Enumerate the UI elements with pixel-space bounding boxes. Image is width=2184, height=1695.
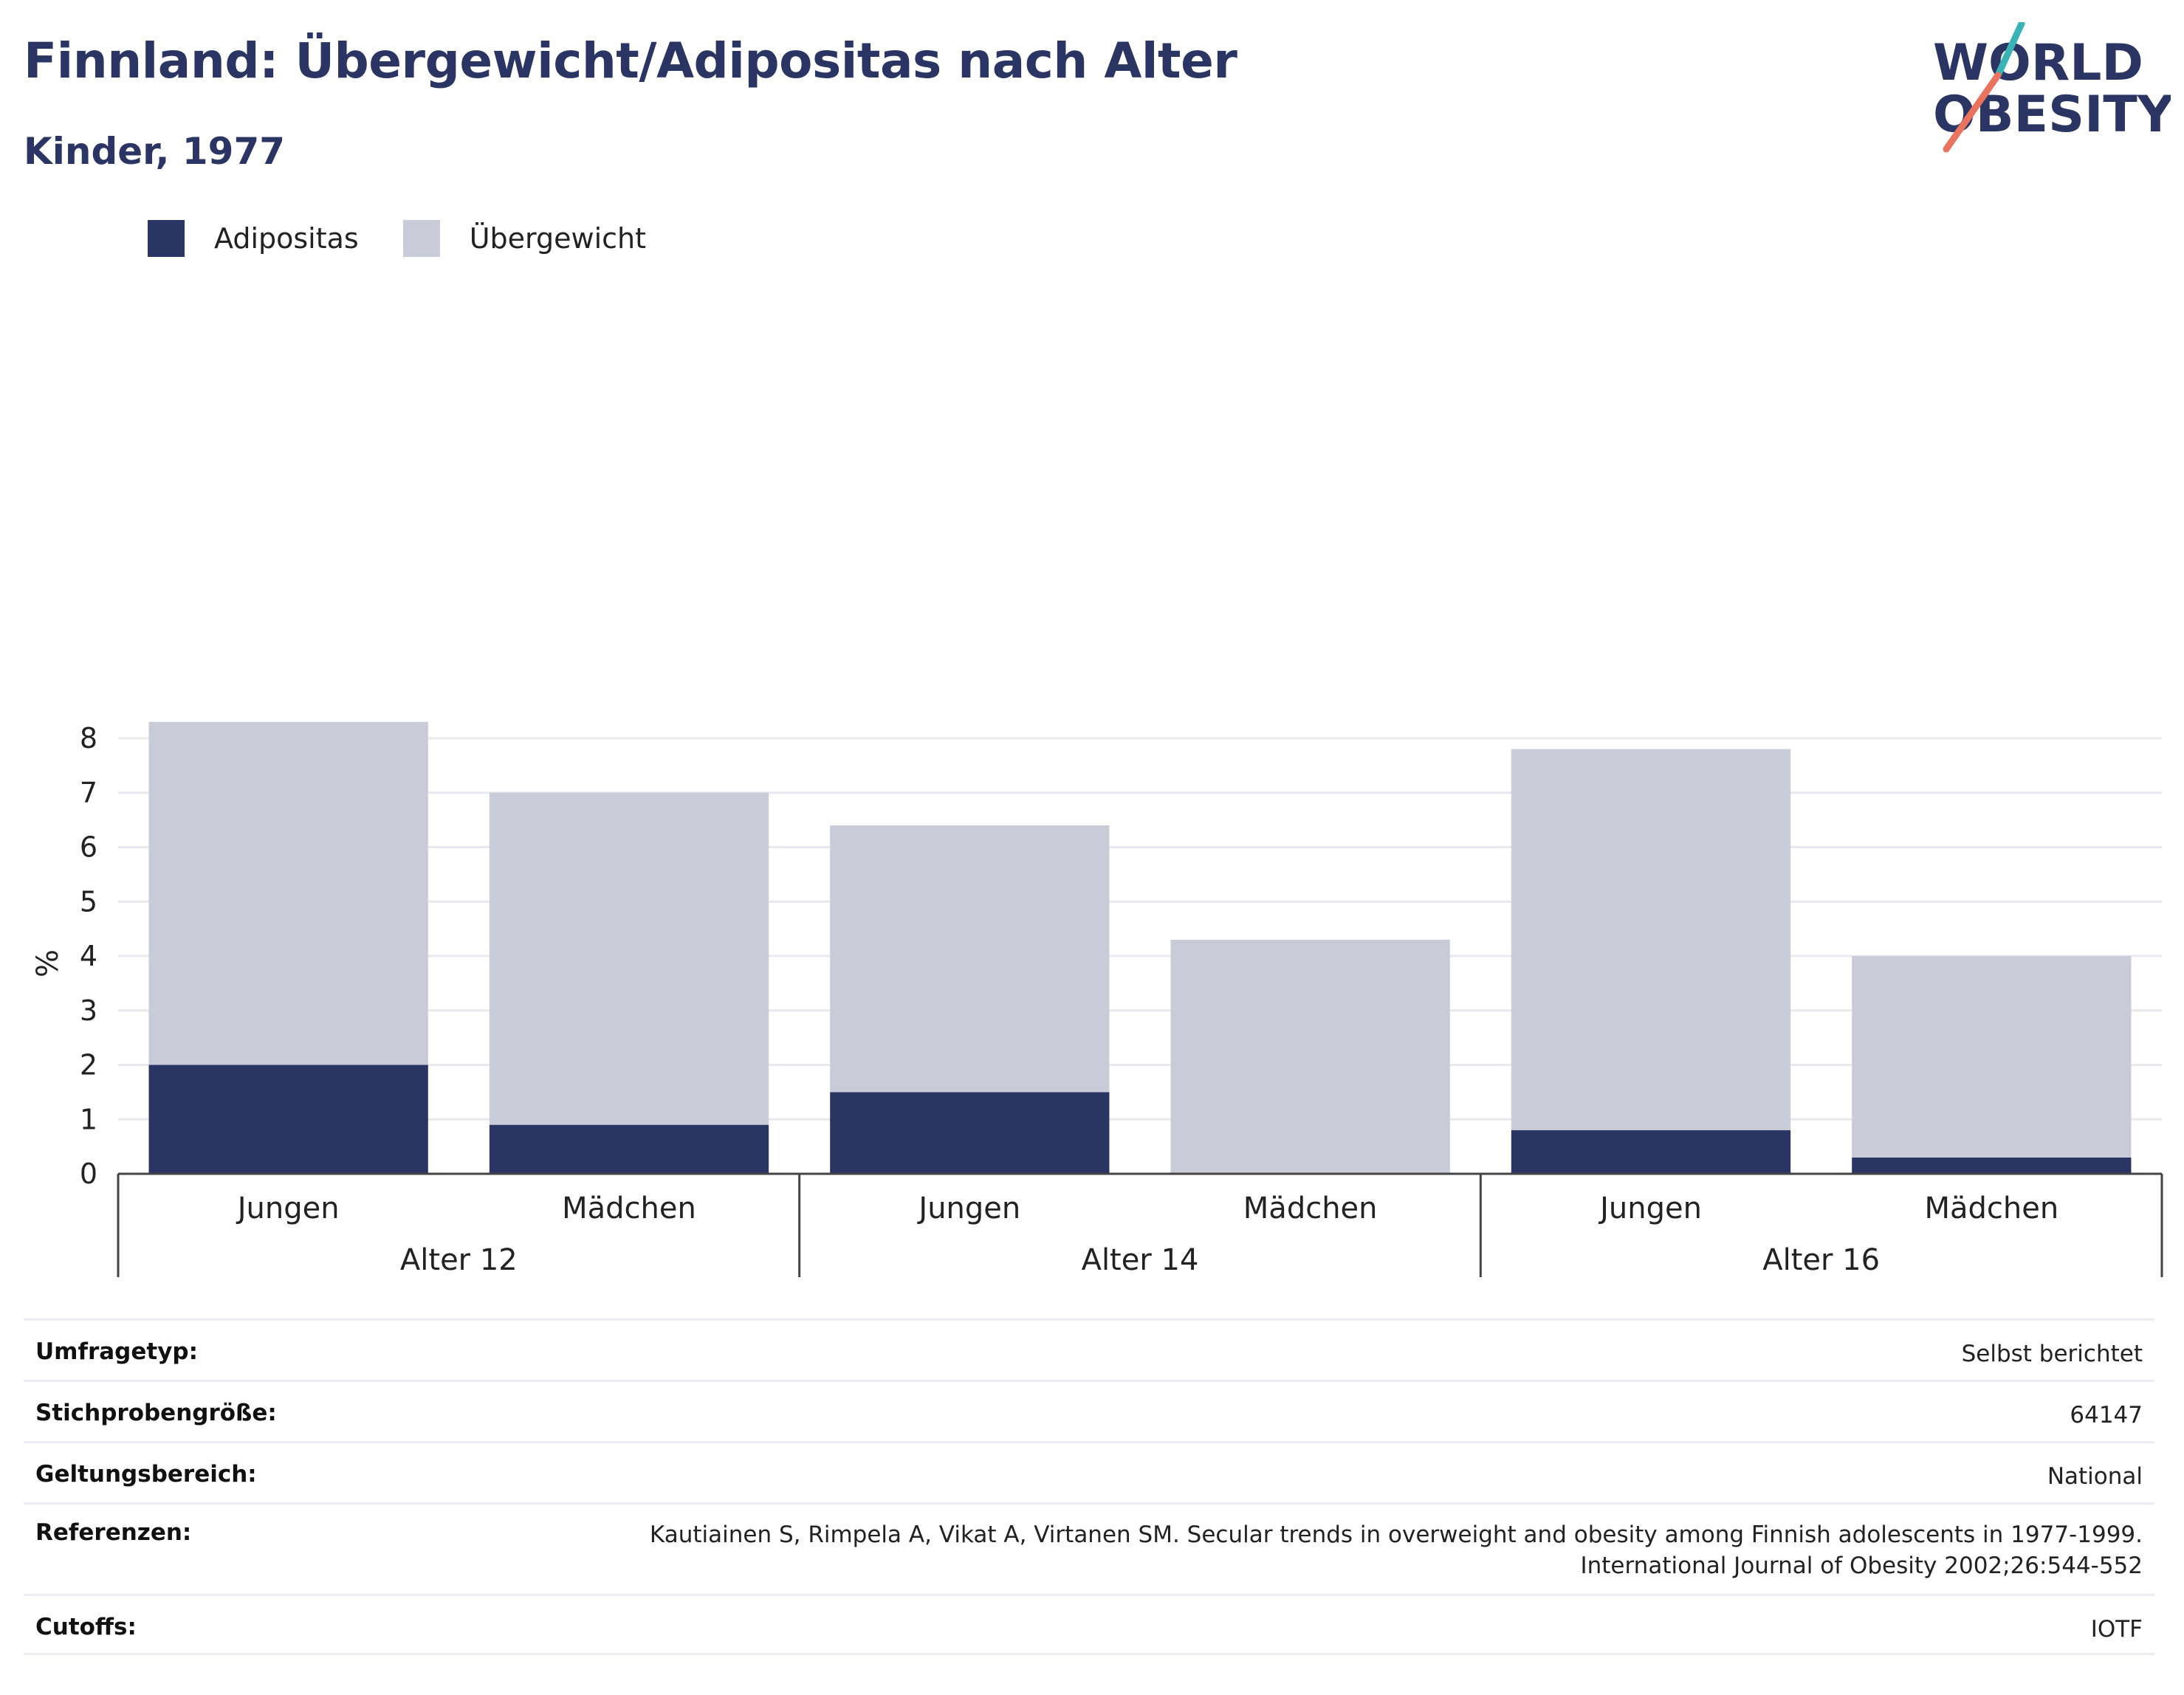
info-value: IOTF [2090, 1616, 2143, 1643]
chart-subtitle: Kinder, 1977 [24, 130, 286, 173]
y-tick-label: 4 [80, 940, 97, 972]
bar-uebergewicht [489, 792, 769, 1125]
chart-title: Finnland: Übergewicht/Adipositas nach Al… [24, 32, 1237, 89]
x-group-label: Alter 14 [1082, 1243, 1199, 1277]
bar-adipositas [489, 1124, 769, 1174]
x-tick-label: Mädchen [562, 1192, 696, 1225]
bar-adipositas [148, 1065, 428, 1174]
x-tick-label: Jungen [236, 1192, 340, 1225]
bar-adipositas [830, 1092, 1110, 1174]
x-group-label: Alter 16 [1762, 1243, 1880, 1277]
info-key: Umfragetyp: [35, 1338, 198, 1365]
bar-uebergewicht [1511, 749, 1791, 1130]
y-tick-label: 5 [80, 885, 97, 918]
bar-uebergewicht [830, 825, 1110, 1093]
x-tick-label: Mädchen [1243, 1192, 1378, 1225]
x-tick-label: Mädchen [1924, 1192, 2058, 1225]
bar-uebergewicht [1170, 939, 1450, 1174]
info-row-coverage: Geltungsbereich: National [24, 1441, 2154, 1502]
y-tick-label: 0 [80, 1158, 97, 1190]
legend-item-uebergewicht[interactable]: Übergewicht [402, 220, 646, 257]
x-tick-label: Jungen [1598, 1192, 1702, 1225]
info-value: Selbst berichtet [1961, 1341, 2143, 1367]
y-tick-label: 7 [80, 777, 97, 809]
y-tick-label: 8 [80, 722, 97, 754]
info-value: 64147 [2070, 1402, 2143, 1428]
legend-label-uebergewicht: Übergewicht [469, 222, 646, 255]
bar-adipositas [1511, 1130, 1791, 1174]
info-value: National [2047, 1463, 2143, 1490]
bar-adipositas [1852, 1157, 2132, 1174]
y-tick-label: 2 [80, 1049, 97, 1082]
world-obesity-logo: WORLD OBESITY [1933, 22, 2171, 153]
y-axis-label: % [31, 949, 65, 977]
info-row-survey-type: Umfragetyp: Selbst berichtet [24, 1318, 2154, 1380]
legend-item-adipositas[interactable]: Adipositas [148, 220, 359, 257]
legend-swatch-uebergewicht [402, 220, 440, 257]
y-tick-label: 1 [80, 1103, 97, 1135]
legend: Adipositas Übergewicht [148, 220, 690, 257]
legend-label-adipositas: Adipositas [214, 222, 359, 255]
bar-uebergewicht [1852, 956, 2132, 1158]
x-group-label: Alter 12 [400, 1243, 518, 1277]
y-tick-label: 3 [80, 994, 97, 1027]
logo-line1: WORLD [1933, 34, 2143, 92]
info-key: Cutoffs: [35, 1614, 137, 1640]
bar-chart: 0 1 2 3 4 5 6 7 8% Jungen Mädchen Alter 12 Jungen Mäd… [31, 721, 2163, 1277]
legend-swatch-adipositas [148, 220, 185, 257]
info-value[interactable]: Kautiainen S, Rimpela A, Vikat A, Virtan… [649, 1522, 2143, 1579]
bar-uebergewicht [148, 721, 428, 1065]
info-row-sample-size: Stichprobengröße: 64147 [24, 1380, 2154, 1441]
info-table: Umfragetyp: Selbst berichtet Stichproben… [24, 1318, 2154, 1655]
x-tick-label: Jungen [916, 1192, 1020, 1225]
info-key: Referenzen: [35, 1519, 192, 1546]
info-key: Geltungsbereich: [35, 1461, 257, 1488]
info-row-references: Referenzen: Kautiainen S, Rimpela A, Vik… [24, 1502, 2154, 1594]
y-tick-label: 6 [80, 831, 97, 864]
info-row-cutoffs: Cutoffs: IOTF [24, 1594, 2154, 1655]
info-key: Stichprobengröße: [35, 1400, 277, 1426]
